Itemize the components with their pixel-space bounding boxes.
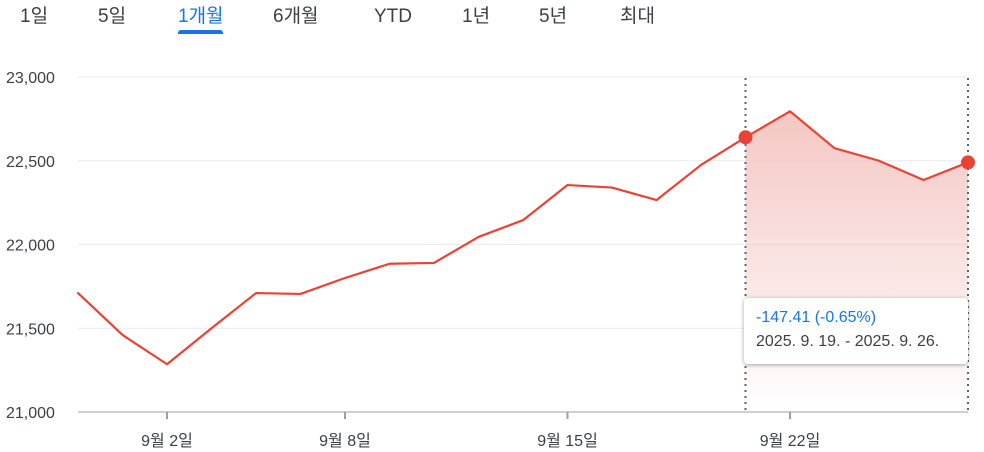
tab-range-4[interactable]: YTD bbox=[374, 6, 412, 27]
y-tick-label: 21,000 bbox=[6, 405, 55, 422]
active-tab-indicator bbox=[178, 30, 223, 34]
y-tick-label: 23,000 bbox=[6, 70, 55, 87]
y-tick-label: 21,500 bbox=[6, 321, 55, 338]
y-tick-label: 22,000 bbox=[6, 238, 55, 255]
x-tick-label: 9월 2일 bbox=[141, 432, 193, 450]
tab-range-3[interactable]: 6개월 bbox=[273, 6, 319, 27]
x-tick-label: 9월 8일 bbox=[319, 432, 371, 450]
tab-range-5[interactable]: 1년 bbox=[462, 6, 491, 27]
selection-point bbox=[961, 155, 975, 170]
selection-tooltip: -147.41 (-0.65%) 2025. 9. 19. - 2025. 9.… bbox=[744, 298, 968, 364]
selection-area bbox=[745, 111, 968, 413]
tooltip-date-range: 2025. 9. 19. - 2025. 9. 26. bbox=[756, 333, 940, 350]
y-tick-label: 22,500 bbox=[6, 154, 55, 171]
tab-range-6[interactable]: 5년 bbox=[539, 6, 568, 27]
x-tick-label: 9월 22일 bbox=[760, 432, 821, 450]
x-tick-label: 9월 15일 bbox=[537, 432, 598, 450]
tab-range-1[interactable]: 5일 bbox=[98, 6, 127, 27]
tooltip-change: -147.41 (-0.65%) bbox=[756, 309, 877, 326]
tab-range-7[interactable]: 최대 bbox=[620, 6, 655, 27]
range-tabs: 1일 5일 1개월 6개월 YTD 1년 5년 최대 bbox=[0, 0, 984, 40]
tab-range-2[interactable]: 1개월 bbox=[178, 6, 224, 27]
tab-range-0[interactable]: 1일 bbox=[20, 6, 49, 27]
selection-point bbox=[738, 130, 753, 145]
price-line bbox=[76, 110, 970, 366]
